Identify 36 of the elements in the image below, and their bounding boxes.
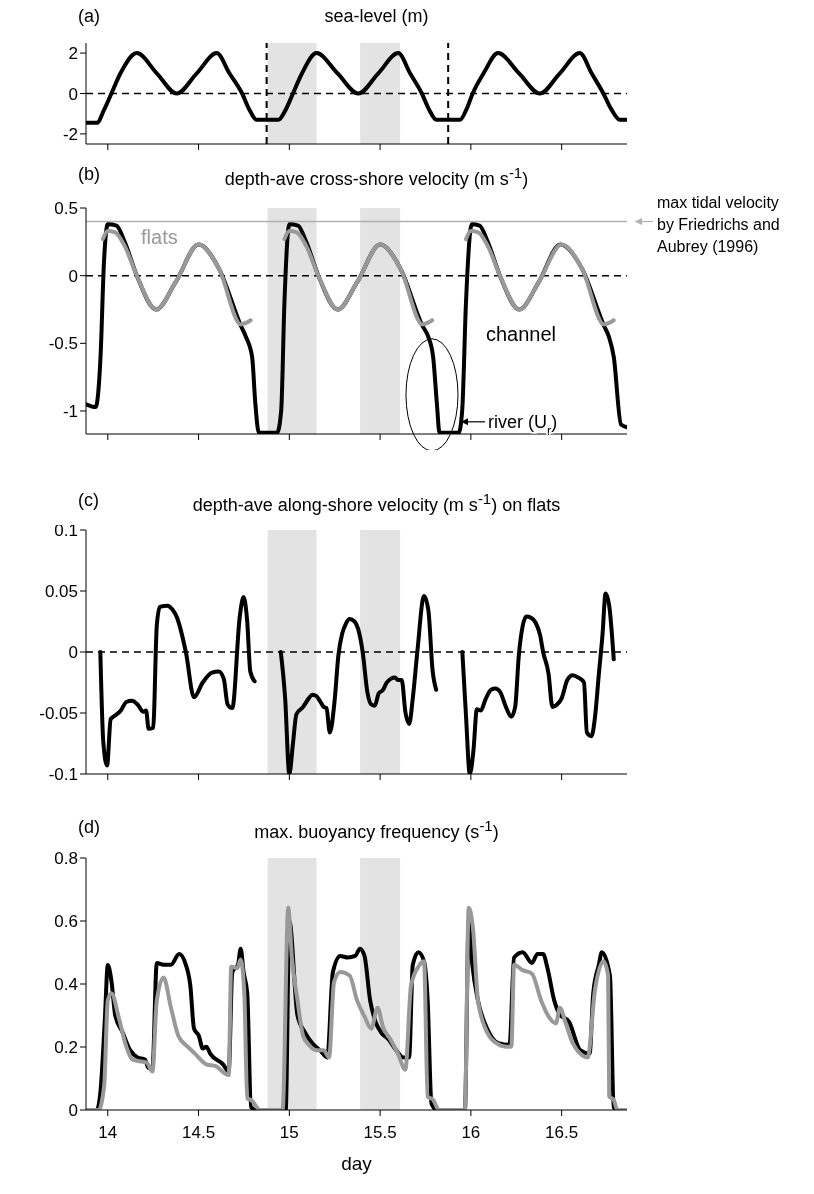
text: (c) [78,490,99,511]
x-tick-label: 16 [461,1123,481,1143]
text: (b) [78,164,100,185]
y-tick-label: 0 [68,1101,78,1121]
y-tick-label: -0.05 [39,704,78,724]
y-tick-label: 0 [68,84,78,104]
y-tick-label: 0.2 [54,1038,78,1058]
y-tick-label: -1 [62,402,78,422]
y-tick-label: 0 [68,266,78,286]
y-tick-label: 0.4 [54,975,78,995]
annotation: river (U$_{r}$) [487,411,558,438]
chart-title: depth-ave along-shore velocity (m s$^{-1}$) on flats [191,490,562,516]
x-tick-label: 16.5 [545,1123,579,1143]
x-tick-label: 15 [279,1123,299,1143]
x-axis-title: day [341,1153,373,1174]
chart-title: depth-ave cross-shore velocity (m s$^{-1}$) [223,164,530,190]
chart-title: sea-level (m) [323,6,430,27]
series-label: flats [141,226,178,249]
y-tick-label: 0 [68,643,78,663]
y-tick-label: 0.8 [54,849,78,869]
y-tick-label: 0.6 [54,912,78,932]
y-tick-label: 0.05 [44,582,78,602]
y-tick-label: -0.1 [48,765,78,785]
x-tick-label: 14 [98,1123,118,1143]
y-tick-label: 0.5 [54,199,78,219]
y-tick-label: -0.5 [48,334,78,354]
y-tick-label: 0.1 [54,521,78,541]
ref-line-label: max tidal velocity by Friedrichs and Aubrey (1996) [657,193,780,255]
chart-title: max. buoyancy frequency (s$^{-1}$) [253,817,500,843]
x-tick-label: 14.5 [182,1123,216,1143]
y-tick-label: 2 [68,44,78,64]
series-label: channel [485,322,557,345]
x-tick-label: 15.5 [363,1123,397,1143]
y-tick-label: -2 [62,124,78,144]
text: (d) [78,817,100,838]
text: (a) [78,6,100,27]
